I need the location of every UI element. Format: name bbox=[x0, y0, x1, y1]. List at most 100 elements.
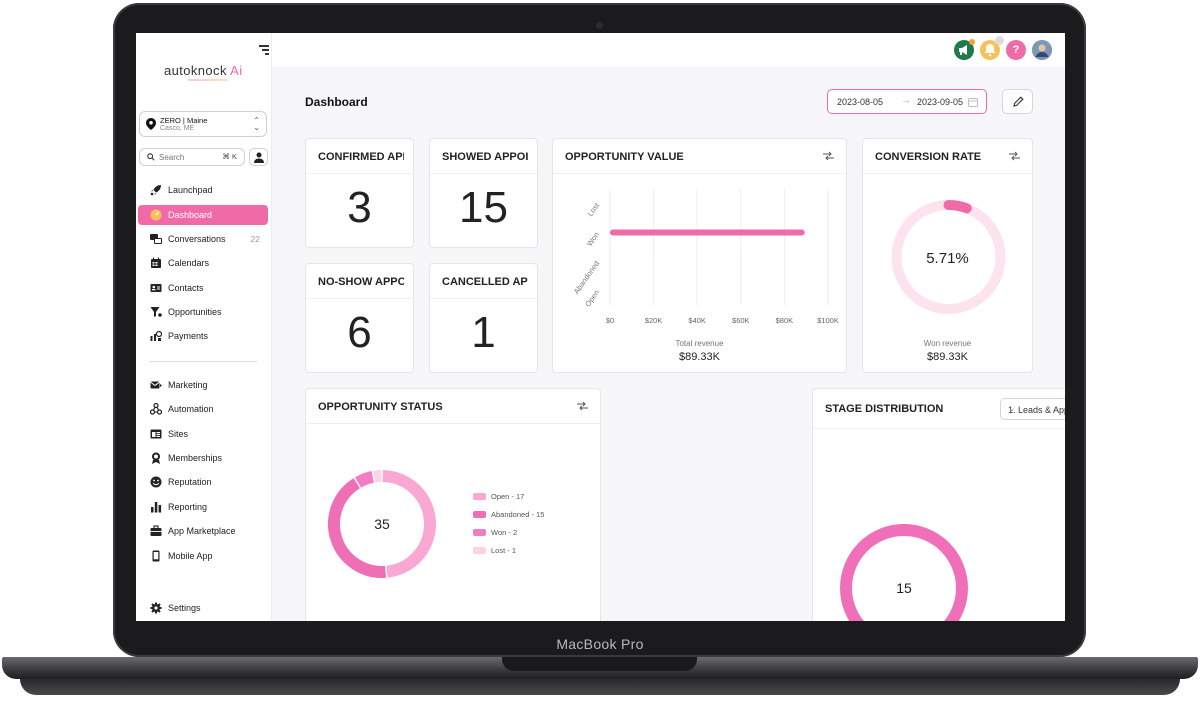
stat-value: 3 bbox=[347, 183, 372, 232]
legend-label[interactable]: Lost - 1 bbox=[491, 546, 517, 555]
sidebar-item-sites[interactable]: Sites bbox=[138, 424, 268, 444]
sidebar-item-calendars[interactable]: Calendars bbox=[138, 253, 268, 273]
pipeline-select[interactable]: 1. Leads & Appointments ⌄ bbox=[1000, 398, 1065, 420]
filter-icon[interactable] bbox=[1009, 151, 1020, 161]
bar-won bbox=[610, 229, 805, 236]
slice-won bbox=[943, 200, 972, 214]
card-title: NO-SHOW APPOINTMENTS bbox=[318, 276, 404, 288]
rocket-icon bbox=[150, 185, 161, 196]
slice-total bbox=[840, 524, 968, 621]
sidebar-item-automation[interactable]: Automation bbox=[138, 399, 268, 419]
stat-value: 15 bbox=[459, 183, 508, 232]
logo-suffix: Ai bbox=[230, 63, 243, 78]
card-header: CANCELLED APPOINTMENTS bbox=[430, 264, 537, 299]
x-tick-label: $60K bbox=[732, 316, 750, 325]
help-glyph: ? bbox=[1012, 44, 1020, 56]
stage-distribution-total: 15 bbox=[896, 580, 912, 596]
sidebar-item-reputation[interactable]: Reputation bbox=[138, 472, 268, 492]
conversion-rate-donut bbox=[891, 200, 1006, 314]
sidebar-item-reporting[interactable]: Reporting bbox=[138, 497, 268, 517]
help-icon[interactable]: ? bbox=[1006, 40, 1026, 60]
filter-icon[interactable] bbox=[577, 401, 588, 411]
card-title: OPPORTUNITY STATUS bbox=[318, 401, 443, 413]
chat-icon bbox=[150, 234, 162, 244]
sidebar-item-settings[interactable]: Settings bbox=[138, 598, 268, 618]
bell-glyph bbox=[984, 44, 996, 57]
sidebar-item-contacts[interactable]: Contacts bbox=[138, 278, 268, 298]
opportunity-value-chart: $0 $20K $40K $60K $80K $100KLostWonAbandonedO… bbox=[572, 189, 839, 325]
card-header: OPPORTUNITY STATUS bbox=[306, 389, 600, 424]
stage-distribution-donut bbox=[840, 524, 968, 621]
screen: autoknock Ai ZERO | Maine Casco, ME ⌃⌄ ⌘… bbox=[136, 33, 1065, 621]
gear-icon bbox=[150, 602, 162, 614]
user-profile-button[interactable] bbox=[249, 148, 268, 166]
card-title: STAGE DISTRIBUTION bbox=[825, 403, 944, 415]
opportunity-value-card: OPPORTUNITY VALUE $0 $20K $40K $60K $80K $100… bbox=[552, 138, 847, 373]
smiley-icon bbox=[150, 476, 162, 488]
date-range-picker[interactable]: 2023-08-05 → 2023-09-05 bbox=[827, 89, 987, 114]
total-revenue-value: $89.33K bbox=[679, 351, 720, 363]
model-label: MacBook Pro bbox=[556, 636, 644, 652]
map-pin-icon bbox=[146, 118, 156, 130]
sidebar-item-label: Sites bbox=[168, 429, 189, 439]
stat-value: 6 bbox=[347, 308, 372, 357]
y-category-label: Lost bbox=[586, 200, 602, 218]
sidebar-item-memberships[interactable]: Memberships bbox=[138, 448, 268, 468]
won-revenue-value: $89.33K bbox=[927, 351, 968, 363]
stat-card-no-show: NO-SHOW APPOINTMENTS 6 bbox=[305, 263, 414, 373]
sidebar-item-label: Opportunities bbox=[168, 307, 222, 317]
card-title: CANCELLED APPOINTMENTS bbox=[442, 276, 528, 288]
card-header: OPPORTUNITY VALUE bbox=[553, 139, 846, 174]
phone-icon bbox=[152, 550, 160, 562]
card-header: NO-SHOW APPOINTMENTS bbox=[306, 264, 413, 299]
sidebar-item-label: Reporting bbox=[168, 502, 208, 512]
legend-swatch bbox=[473, 493, 486, 500]
user-avatar[interactable] bbox=[1032, 40, 1052, 60]
logo-tagline-mark bbox=[188, 79, 228, 81]
sidebar-item-label: Dashboard bbox=[168, 210, 213, 220]
slice-won bbox=[355, 471, 375, 488]
search-input[interactable] bbox=[159, 151, 214, 163]
opportunity-status-total: 35 bbox=[374, 516, 390, 532]
sidebar-item-label: Marketing bbox=[168, 380, 208, 390]
sidebar-item-marketing[interactable]: Marketing bbox=[138, 375, 268, 395]
y-category-label: Won bbox=[585, 230, 601, 248]
collapse-menu-icon[interactable] bbox=[257, 45, 269, 55]
total-revenue-label: Total revenue bbox=[675, 339, 724, 348]
sidebar-item-payments[interactable]: Payments bbox=[138, 326, 268, 346]
slice-open bbox=[382, 470, 436, 578]
top-bar: ? bbox=[272, 33, 1065, 67]
search-shortcut: ⌘ K bbox=[222, 152, 237, 161]
x-tick-label: $80K bbox=[776, 316, 794, 325]
filter-icon[interactable] bbox=[823, 151, 834, 161]
chevron-down-icon: ⌄ bbox=[1008, 403, 1016, 413]
sidebar-item-launchpad[interactable]: Launchpad bbox=[138, 180, 268, 200]
pencil-icon bbox=[1013, 96, 1024, 107]
contact-card-icon bbox=[150, 284, 162, 292]
pipeline-selected: 1. Leads & Appointments bbox=[1008, 405, 1065, 415]
funnel-icon bbox=[150, 307, 162, 317]
payments-icon bbox=[150, 330, 162, 341]
legend-label[interactable]: Open - 17 bbox=[491, 492, 525, 501]
laptop-notch bbox=[502, 657, 697, 671]
sidebar-item-opportunities[interactable]: Opportunities bbox=[138, 302, 268, 322]
page-title: Dashboard bbox=[305, 95, 368, 109]
sidebar-item-mobile-app[interactable]: Mobile App bbox=[138, 546, 268, 566]
sidebar-item-label: Calendars bbox=[168, 258, 210, 268]
date-end: 2023-09-05 bbox=[917, 97, 964, 107]
dashboard-content: Dashboard 2023-08-05 → 2023-09-05 CONFIR… bbox=[272, 67, 1065, 621]
sidebar-item-dashboard[interactable]: Dashboard bbox=[138, 205, 268, 225]
sidebar-item-app-marketplace[interactable]: App Marketplace bbox=[138, 521, 268, 541]
sidebar-item-conversations[interactable]: Conversations 22 bbox=[138, 229, 268, 249]
legend-label[interactable]: Abandoned - 15 bbox=[491, 510, 545, 519]
legend-label[interactable]: Won - 2 bbox=[491, 528, 518, 537]
sidebar-divider bbox=[149, 361, 257, 362]
bell-icon[interactable] bbox=[980, 36, 1004, 60]
bell-badge bbox=[995, 36, 1004, 45]
conversion-rate-card: CONVERSION RATE 5.71% Won revenue $89.33… bbox=[862, 138, 1033, 373]
location-switcher[interactable]: ZERO | Maine Casco, ME ⌃ ⌄ bbox=[139, 111, 267, 137]
edit-dashboard-button[interactable] bbox=[1002, 89, 1033, 114]
megaphone-icon[interactable] bbox=[954, 39, 975, 60]
sidebar-item-label: Payments bbox=[168, 331, 209, 341]
sidebar-item-label: App Marketplace bbox=[168, 526, 236, 536]
